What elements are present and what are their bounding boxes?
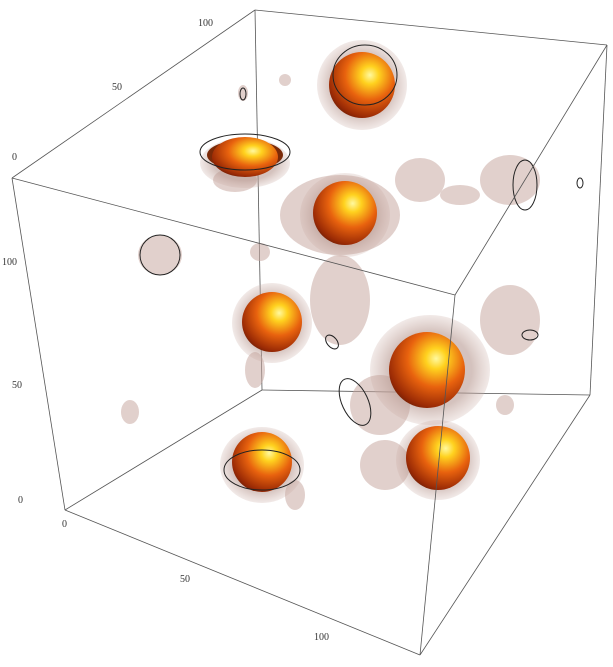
tick-label: 0 (18, 495, 23, 506)
tick-label: 0 (12, 152, 17, 163)
tick-label: 0 (62, 519, 67, 530)
spheres (200, 40, 490, 503)
tick-labels: 0 50 100 100 50 0 0 50 100 (2, 18, 329, 643)
tick-label: 50 (112, 82, 122, 93)
tick-label: 100 (314, 632, 329, 643)
tick-label: 50 (180, 574, 190, 585)
tick-label: 100 (198, 18, 213, 29)
box-back (11, 9, 608, 511)
tick-label: 100 (2, 257, 17, 268)
section-outlines (139, 44, 584, 491)
tick-label: 50 (12, 380, 22, 391)
isosurfaces (121, 74, 540, 510)
box-front (11, 44, 608, 656)
